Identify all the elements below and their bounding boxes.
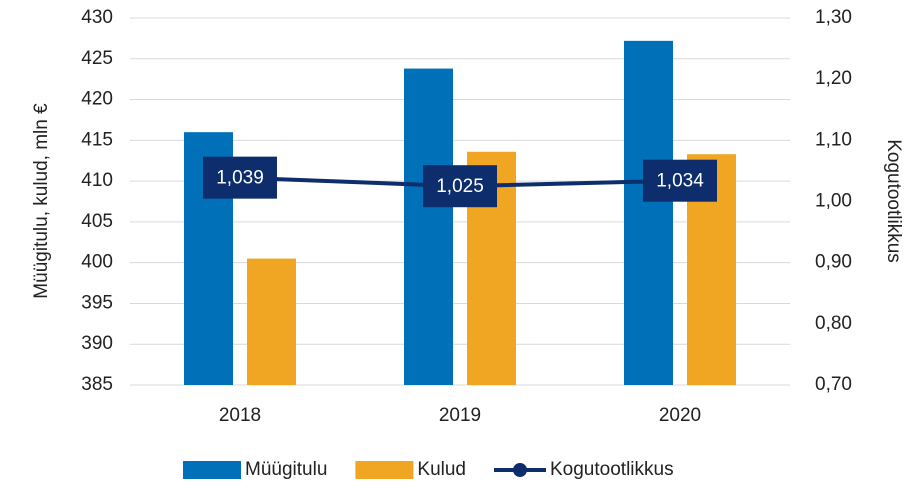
y-tick-label: 385 (81, 374, 113, 395)
y-tick-label: 410 (81, 170, 113, 191)
bar (624, 40, 673, 385)
y-tick-label: 420 (81, 89, 113, 110)
y2-tick-label: 0,70 (815, 374, 852, 395)
bar (404, 68, 453, 385)
y2-axis-title: Kogutootlikkus (883, 139, 904, 263)
y-tick-label: 395 (81, 292, 113, 313)
y2-tick-label: 0,90 (815, 252, 852, 273)
y-tick-label: 390 (81, 333, 113, 354)
y-tick-label: 425 (81, 48, 113, 69)
legend-label: Müügitulu (245, 459, 327, 480)
y-axis-title: Müügitulu, kulud, mln € (31, 103, 52, 299)
legend-label: Kogutootlikkus (550, 459, 674, 480)
data-label: 1,025 (436, 176, 484, 197)
x-tick-label: 2018 (219, 405, 261, 426)
data-label-box (423, 165, 497, 208)
legend-swatch (355, 461, 414, 479)
data-label-box (643, 159, 717, 202)
bar (247, 258, 296, 385)
y2-tick-label: 1,00 (815, 191, 852, 212)
data-label: 1,034 (656, 171, 704, 192)
y2-tick-label: 1,20 (815, 68, 852, 89)
y2-tick-label: 1,10 (815, 129, 852, 150)
data-label-box (203, 156, 277, 199)
y2-tick-label: 0,80 (815, 313, 852, 334)
legend-swatch (513, 463, 527, 477)
data-label: 1,039 (216, 168, 264, 189)
y-tick-label: 405 (81, 211, 113, 232)
x-tick-label: 2020 (659, 405, 701, 426)
y-tick-label: 415 (81, 129, 113, 150)
y-tick-label: 400 (81, 252, 113, 273)
y-tick-label: 430 (81, 7, 113, 28)
legend-swatch (183, 461, 241, 479)
y2-tick-label: 1,30 (815, 7, 852, 28)
legend-label: Kulud (417, 459, 466, 480)
x-tick-label: 2019 (439, 405, 481, 426)
